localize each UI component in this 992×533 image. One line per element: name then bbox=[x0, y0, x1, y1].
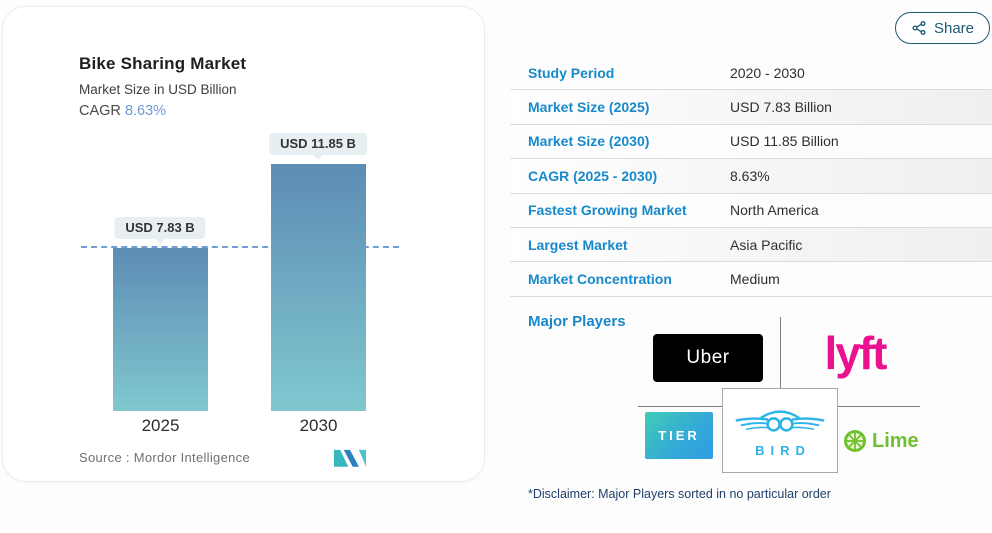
cagr-value: 8.63% bbox=[124, 103, 167, 119]
lyft-logo: lyft bbox=[803, 326, 907, 380]
bird-emblem-icon bbox=[735, 410, 825, 432]
market-summary-card: Bike Sharing Market Market Size in USD B… bbox=[2, 6, 485, 482]
mordor-intelligence-logo-icon bbox=[334, 449, 366, 467]
fact-value: Medium bbox=[730, 271, 780, 288]
bar-value-label-2030: USD 11.85 B bbox=[269, 133, 367, 155]
chart-cagr: CAGR 8.63% bbox=[79, 103, 166, 119]
fact-value: 2020 - 2030 bbox=[730, 64, 805, 81]
chart-title: Bike Sharing Market bbox=[79, 54, 247, 73]
fact-label: Market Size (2030) bbox=[528, 133, 650, 150]
fact-label: Fastest Growing Market bbox=[528, 202, 687, 219]
tier-logo-text: TIER bbox=[658, 428, 700, 443]
lime-logo-text: Lime bbox=[872, 429, 919, 452]
table-row: Market Concentration Medium bbox=[510, 262, 992, 297]
cagr-label: CAGR bbox=[79, 103, 121, 119]
lyft-logo-text: lyft bbox=[824, 327, 888, 379]
lime-logo: Lime bbox=[843, 428, 919, 454]
chart-subtitle: Market Size in USD Billion bbox=[79, 82, 237, 97]
table-row: CAGR (2025 - 2030) 8.63% bbox=[510, 159, 992, 194]
fact-label: CAGR (2025 - 2030) bbox=[528, 167, 658, 184]
bird-logo-text: BIRD bbox=[755, 443, 811, 458]
uber-logo-text: Uber bbox=[686, 347, 730, 368]
tier-logo: TIER bbox=[645, 412, 713, 459]
table-row: Largest Market Asia Pacific bbox=[510, 227, 992, 263]
bar-chart: USD 7.83 B USD 11.85 B 2025 2030 bbox=[3, 7, 484, 481]
major-players-heading: Major Players bbox=[528, 313, 626, 330]
table-row: Fastest Growing Market North America bbox=[510, 194, 992, 228]
fact-value: USD 11.85 Billion bbox=[730, 133, 839, 150]
lime-wheel-icon bbox=[844, 430, 866, 452]
fact-value: North America bbox=[730, 202, 819, 219]
fact-label: Market Concentration bbox=[528, 271, 672, 288]
share-button[interactable]: Share bbox=[895, 12, 990, 44]
bar-2025 bbox=[113, 248, 208, 411]
table-row: Study Period 2020 - 2030 bbox=[510, 56, 992, 91]
reference-dashed-line bbox=[81, 246, 399, 248]
fact-value: USD 7.83 Billion bbox=[730, 99, 832, 116]
bird-logo: BIRD bbox=[722, 388, 838, 473]
uber-logo: Uber bbox=[653, 334, 763, 382]
fact-label: Study Period bbox=[528, 64, 615, 81]
x-axis-label-2030: 2030 bbox=[299, 416, 338, 435]
fact-value: 8.63% bbox=[730, 167, 770, 184]
share-icon bbox=[912, 21, 926, 35]
fact-value: Asia Pacific bbox=[730, 236, 803, 253]
table-row: Market Size (2030) USD 11.85 Billion bbox=[510, 125, 992, 160]
source-text: Source : Mordor Intelligence bbox=[79, 450, 250, 465]
fact-label: Largest Market bbox=[528, 236, 628, 253]
disclaimer-text: *Disclaimer: Major Players sorted in no … bbox=[528, 487, 831, 501]
table-row: Market Size (2025) USD 7.83 Billion bbox=[510, 90, 992, 125]
share-button-label: Share bbox=[933, 19, 975, 37]
x-axis-label-2025: 2025 bbox=[141, 416, 180, 435]
market-facts-table: Study Period 2020 - 2030 Market Size (20… bbox=[510, 56, 992, 297]
bar-value-label-2025: USD 7.83 B bbox=[114, 217, 206, 239]
players-vertical-divider bbox=[780, 317, 781, 407]
bar-2030 bbox=[271, 164, 366, 411]
fact-label: Market Size (2025) bbox=[528, 99, 650, 116]
